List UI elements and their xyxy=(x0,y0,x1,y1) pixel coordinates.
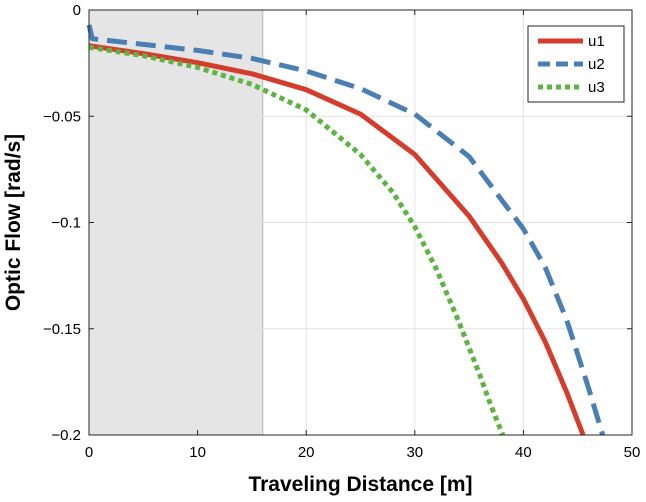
legend-label-u2: u2 xyxy=(588,56,605,73)
y-axis-label: Optic Flow [rad/s] xyxy=(2,134,25,311)
y-tick-label: −0.05 xyxy=(43,108,81,125)
legend-label-u1: u1 xyxy=(588,33,605,50)
x-tick-label: 30 xyxy=(406,444,423,461)
legend: u1 u2 u3 xyxy=(527,25,625,103)
y-tick-label: −0.15 xyxy=(43,321,81,338)
y-tick-label: −0.2 xyxy=(51,427,81,444)
x-tick-label: 50 xyxy=(624,444,641,461)
x-tick-label: 0 xyxy=(85,444,93,461)
y-tick-label: 0 xyxy=(73,2,81,19)
x-tick-label: 10 xyxy=(189,444,206,461)
series-line-u1 xyxy=(88,43,586,436)
y-tick-label: −0.1 xyxy=(51,215,81,232)
tick-layer: 0 10 20 30 40 50 0 −0.05 −0.1 −0.15 −0.2 xyxy=(43,2,640,461)
x-tick-label: 20 xyxy=(298,444,315,461)
series-layer xyxy=(86,24,606,436)
legend-label-u3: u3 xyxy=(588,79,605,96)
x-axis-label: Traveling Distance [m] xyxy=(248,473,472,496)
series-line-u3 xyxy=(88,44,506,436)
series-line-u2 xyxy=(86,24,606,436)
x-tick-label: 40 xyxy=(515,444,532,461)
